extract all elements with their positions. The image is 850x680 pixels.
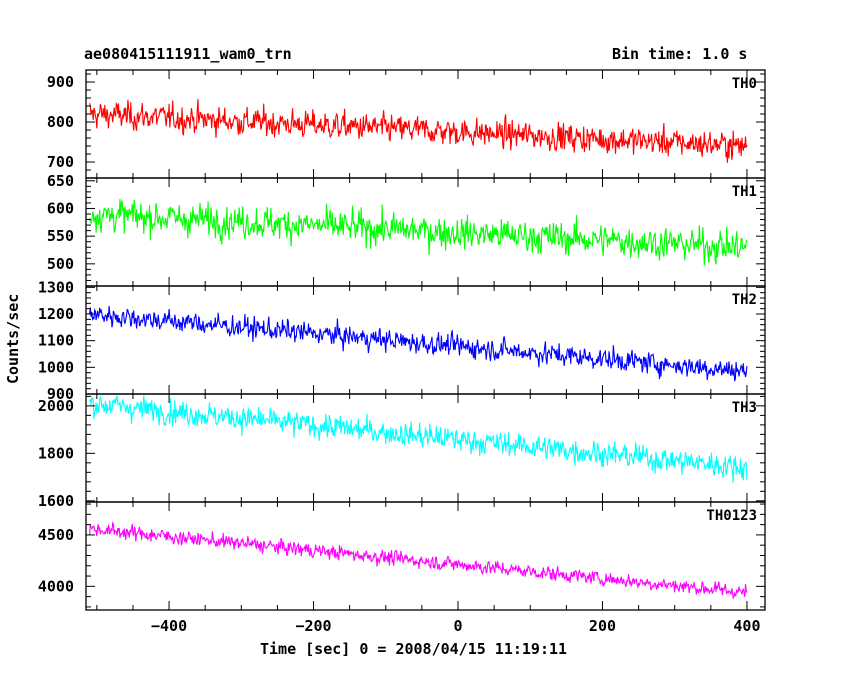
- chart-title: ae080415111911_wam0_trn: [84, 45, 292, 63]
- y-tick-label-th0: 900: [47, 73, 74, 91]
- x-tick-label: −400: [151, 617, 187, 635]
- x-tick-label: 400: [733, 617, 760, 635]
- y-tick-label-th1: 600: [47, 199, 74, 217]
- y-tick-label-th2: 1200: [38, 305, 74, 323]
- y-tick-label-th0123: 4500: [38, 526, 74, 544]
- x-tick-label: 200: [589, 617, 616, 635]
- y-tick-label-th3: 1600: [38, 492, 74, 510]
- panel-frame-th2: [85, 285, 766, 395]
- panel-name-th1: TH1: [732, 184, 757, 200]
- y-tick-label-th3: 1800: [38, 444, 74, 462]
- series-line-th3: [89, 394, 748, 483]
- y-tick-label-th0123: 4000: [38, 577, 74, 595]
- panel-frame-th0123: [85, 501, 766, 611]
- series-line-th2: [89, 306, 748, 382]
- panel-name-th0123: TH0123: [706, 508, 757, 524]
- x-tick-label: 0: [453, 617, 462, 635]
- x-tick-label: −200: [295, 617, 331, 635]
- series-line-th1: [89, 198, 748, 266]
- series-line-th0: [89, 99, 748, 163]
- panel-frame-th3: [85, 393, 766, 503]
- series-line-th0123: [89, 521, 748, 600]
- y-axis-label: Counts/sec: [4, 293, 22, 384]
- y-tick-label-th2: 1100: [38, 332, 74, 350]
- panel-name-th3: TH3: [732, 400, 757, 416]
- x-axis-label: Time [sec] 0 = 2008/04/15 11:19:11: [260, 640, 568, 658]
- panel-name-th2: TH2: [732, 292, 757, 308]
- panel-name-th0: TH0: [732, 76, 757, 92]
- y-tick-label-th0: 700: [47, 153, 74, 171]
- y-tick-label-th2: 1000: [38, 358, 74, 376]
- y-tick-label-th3: 2000: [38, 397, 74, 415]
- y-tick-label-th1: 650: [47, 172, 74, 190]
- y-tick-label-th1: 500: [47, 255, 74, 273]
- y-tick-label-th2: 900: [47, 385, 74, 403]
- y-tick-label-th0: 800: [47, 113, 74, 131]
- y-tick-label-th1: 550: [47, 227, 74, 245]
- y-tick-label-th2: 1300: [38, 278, 74, 296]
- bin-time-label: Bin time: 1.0 s: [612, 45, 748, 63]
